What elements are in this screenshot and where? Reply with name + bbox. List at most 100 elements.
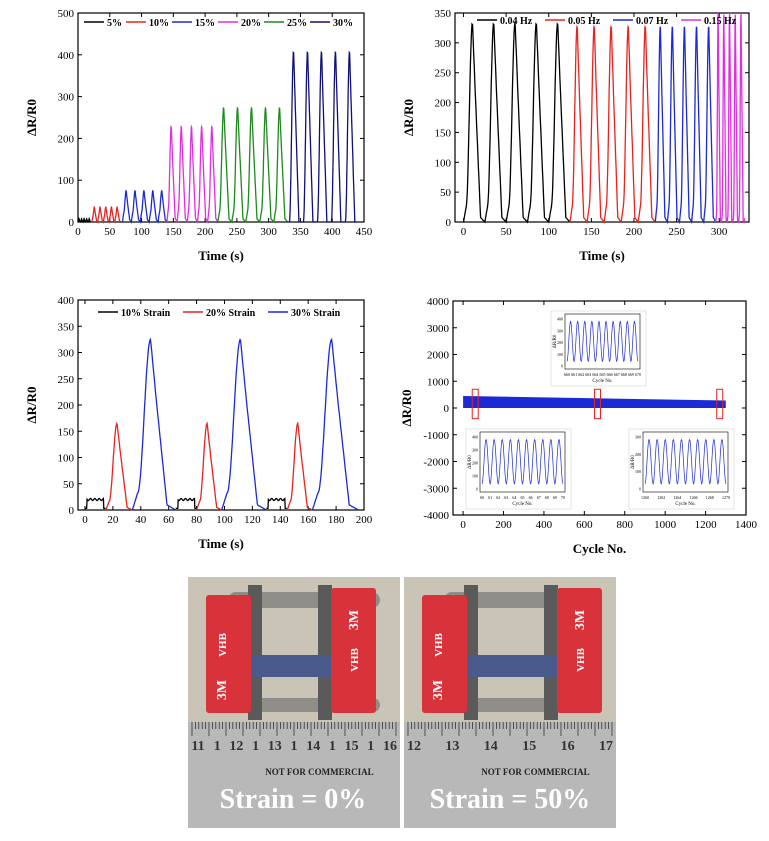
inset-y-tick-label: 400 xyxy=(472,435,478,440)
x-tick-label: 140 xyxy=(272,514,289,526)
inset-line xyxy=(644,438,727,485)
ruler-number: 16 xyxy=(561,739,575,754)
inset-x-tick-label: 62 xyxy=(496,495,500,500)
x-tick-label: 200 xyxy=(495,519,512,531)
ruler xyxy=(404,722,616,828)
inset-y-tick-label: 0 xyxy=(561,364,563,369)
ruler-number: 13 xyxy=(445,739,459,754)
inset-y-tick-label: 100 xyxy=(472,474,478,479)
inset-x-tick-label: 60 xyxy=(480,495,484,500)
clamp-right xyxy=(544,585,558,720)
inset-y-tick-label: 100 xyxy=(635,469,641,474)
series-line xyxy=(85,496,106,510)
sample-strip xyxy=(467,655,557,677)
clamp-right xyxy=(318,585,332,720)
y-axis-label: ΔR/R0 xyxy=(24,386,39,423)
x-axis-label: Cycle No. xyxy=(573,541,626,556)
inset-y-tick-label: 300 xyxy=(557,328,563,333)
y-tick-label: 350 xyxy=(435,8,452,20)
x-tick-label: 60 xyxy=(163,514,175,526)
x-tick-label: 250 xyxy=(668,226,685,238)
tape-left xyxy=(206,595,251,713)
y-tick-label: 100 xyxy=(58,453,75,465)
inset-y-tick-label: 0 xyxy=(476,487,478,492)
ruler-number: 1 xyxy=(252,739,259,754)
ruler-number: 17 xyxy=(599,739,613,754)
legend-label: 15% xyxy=(195,18,215,29)
inset-x-tick-label: 662 xyxy=(578,372,584,377)
series-line xyxy=(311,337,359,511)
inset-x-axis-label: Cycle No. xyxy=(675,502,695,507)
inset-line xyxy=(481,438,564,485)
y-tick-label: 0 xyxy=(444,403,450,415)
inset-y-tick-label: 200 xyxy=(557,340,563,345)
legend-label: 0.07 Hz xyxy=(636,16,669,27)
x-tick-label: 0 xyxy=(461,226,467,238)
chart-panel-a: 0 50 100 150 200 250 300 350 400 450 0 100 200 300 400… xyxy=(24,8,373,263)
series-line xyxy=(654,26,717,225)
plot-frame xyxy=(454,12,750,223)
y-tick-label: 100 xyxy=(58,175,75,187)
ruler-number: 1 xyxy=(214,739,221,754)
inset-y-tick-label: 0 xyxy=(639,487,641,492)
inset-frame xyxy=(479,431,566,493)
plot-frame xyxy=(77,12,365,223)
series-line xyxy=(131,337,176,511)
x-tick-label: 200 xyxy=(356,514,373,526)
tape-logo: 3M xyxy=(573,610,588,630)
series-line xyxy=(217,106,288,224)
inset-x-tick-label: 669 xyxy=(628,372,634,377)
x-tick-label: 50 xyxy=(501,226,513,238)
x-tick-label: 1400 xyxy=(735,519,758,531)
x-tick-label: 600 xyxy=(576,519,593,531)
chart-panel-c: 0 20 40 60 80 100 120 140 160 180 200 0 50 100 150 200 2… xyxy=(24,295,373,551)
x-tick-label: 160 xyxy=(300,514,317,526)
tape-brand: VHB xyxy=(217,632,229,657)
inset-x-tick-label: 1260 xyxy=(641,495,649,500)
x-tick-label: 450 xyxy=(356,226,373,238)
y-axis-label: ΔR/R0 xyxy=(401,99,416,136)
tape-logo: 3M xyxy=(347,610,362,630)
series-line xyxy=(221,338,267,511)
x-tick-label: 800 xyxy=(617,519,634,531)
y-axis-label: ΔR/R0 xyxy=(399,389,414,426)
inset-x-tick-label: 1268 xyxy=(706,495,714,500)
ruler-number: 1 xyxy=(291,739,298,754)
ruler-number: 14 xyxy=(306,739,320,754)
legend-label: 5% xyxy=(107,18,122,29)
series-line xyxy=(266,497,287,510)
inset-x-tick-label: 1262 xyxy=(657,495,665,500)
inset-y-tick-label: 200 xyxy=(472,461,478,466)
x-tick-label: 180 xyxy=(328,514,345,526)
inset-x-tick-label: 661 xyxy=(571,372,577,377)
inset-x-axis-label: Cycle No. xyxy=(512,502,532,507)
y-tick-label: 300 xyxy=(58,92,75,104)
inset-frame xyxy=(564,313,641,370)
ruler-number: 11 xyxy=(191,739,204,754)
inset-x-tick-label: 668 xyxy=(621,372,627,377)
y-tick-label: 400 xyxy=(58,50,75,62)
x-tick-label: 50 xyxy=(104,226,116,238)
series-line xyxy=(715,12,746,224)
legend-label: 30% Strain xyxy=(291,308,341,319)
caption-strain-50: Strain = 50% xyxy=(430,784,591,815)
y-tick-label: 50 xyxy=(63,479,75,491)
legend-label: 0.05 Hz xyxy=(568,16,601,27)
inset-x-tick-label: 61 xyxy=(488,495,492,500)
inset-frame xyxy=(642,431,729,493)
y-tick-label: 350 xyxy=(58,321,75,333)
x-tick-label: 1000 xyxy=(654,519,677,531)
x-tick-label: 1200 xyxy=(695,519,718,531)
y-tick-label: 150 xyxy=(435,127,452,139)
series-line xyxy=(175,497,197,510)
clamp-left xyxy=(464,585,478,720)
inset-y-axis-label: ΔR/R0 xyxy=(553,334,558,348)
legend-label: 20% xyxy=(241,18,261,29)
y-tick-label: -3000 xyxy=(423,483,449,495)
y-tick-label: 100 xyxy=(435,157,452,169)
tape-brand: VHB xyxy=(349,647,361,672)
inset-x-tick-label: 663 xyxy=(585,372,591,377)
ruler-number: 15 xyxy=(345,739,359,754)
ruler-number: 13 xyxy=(268,739,282,754)
